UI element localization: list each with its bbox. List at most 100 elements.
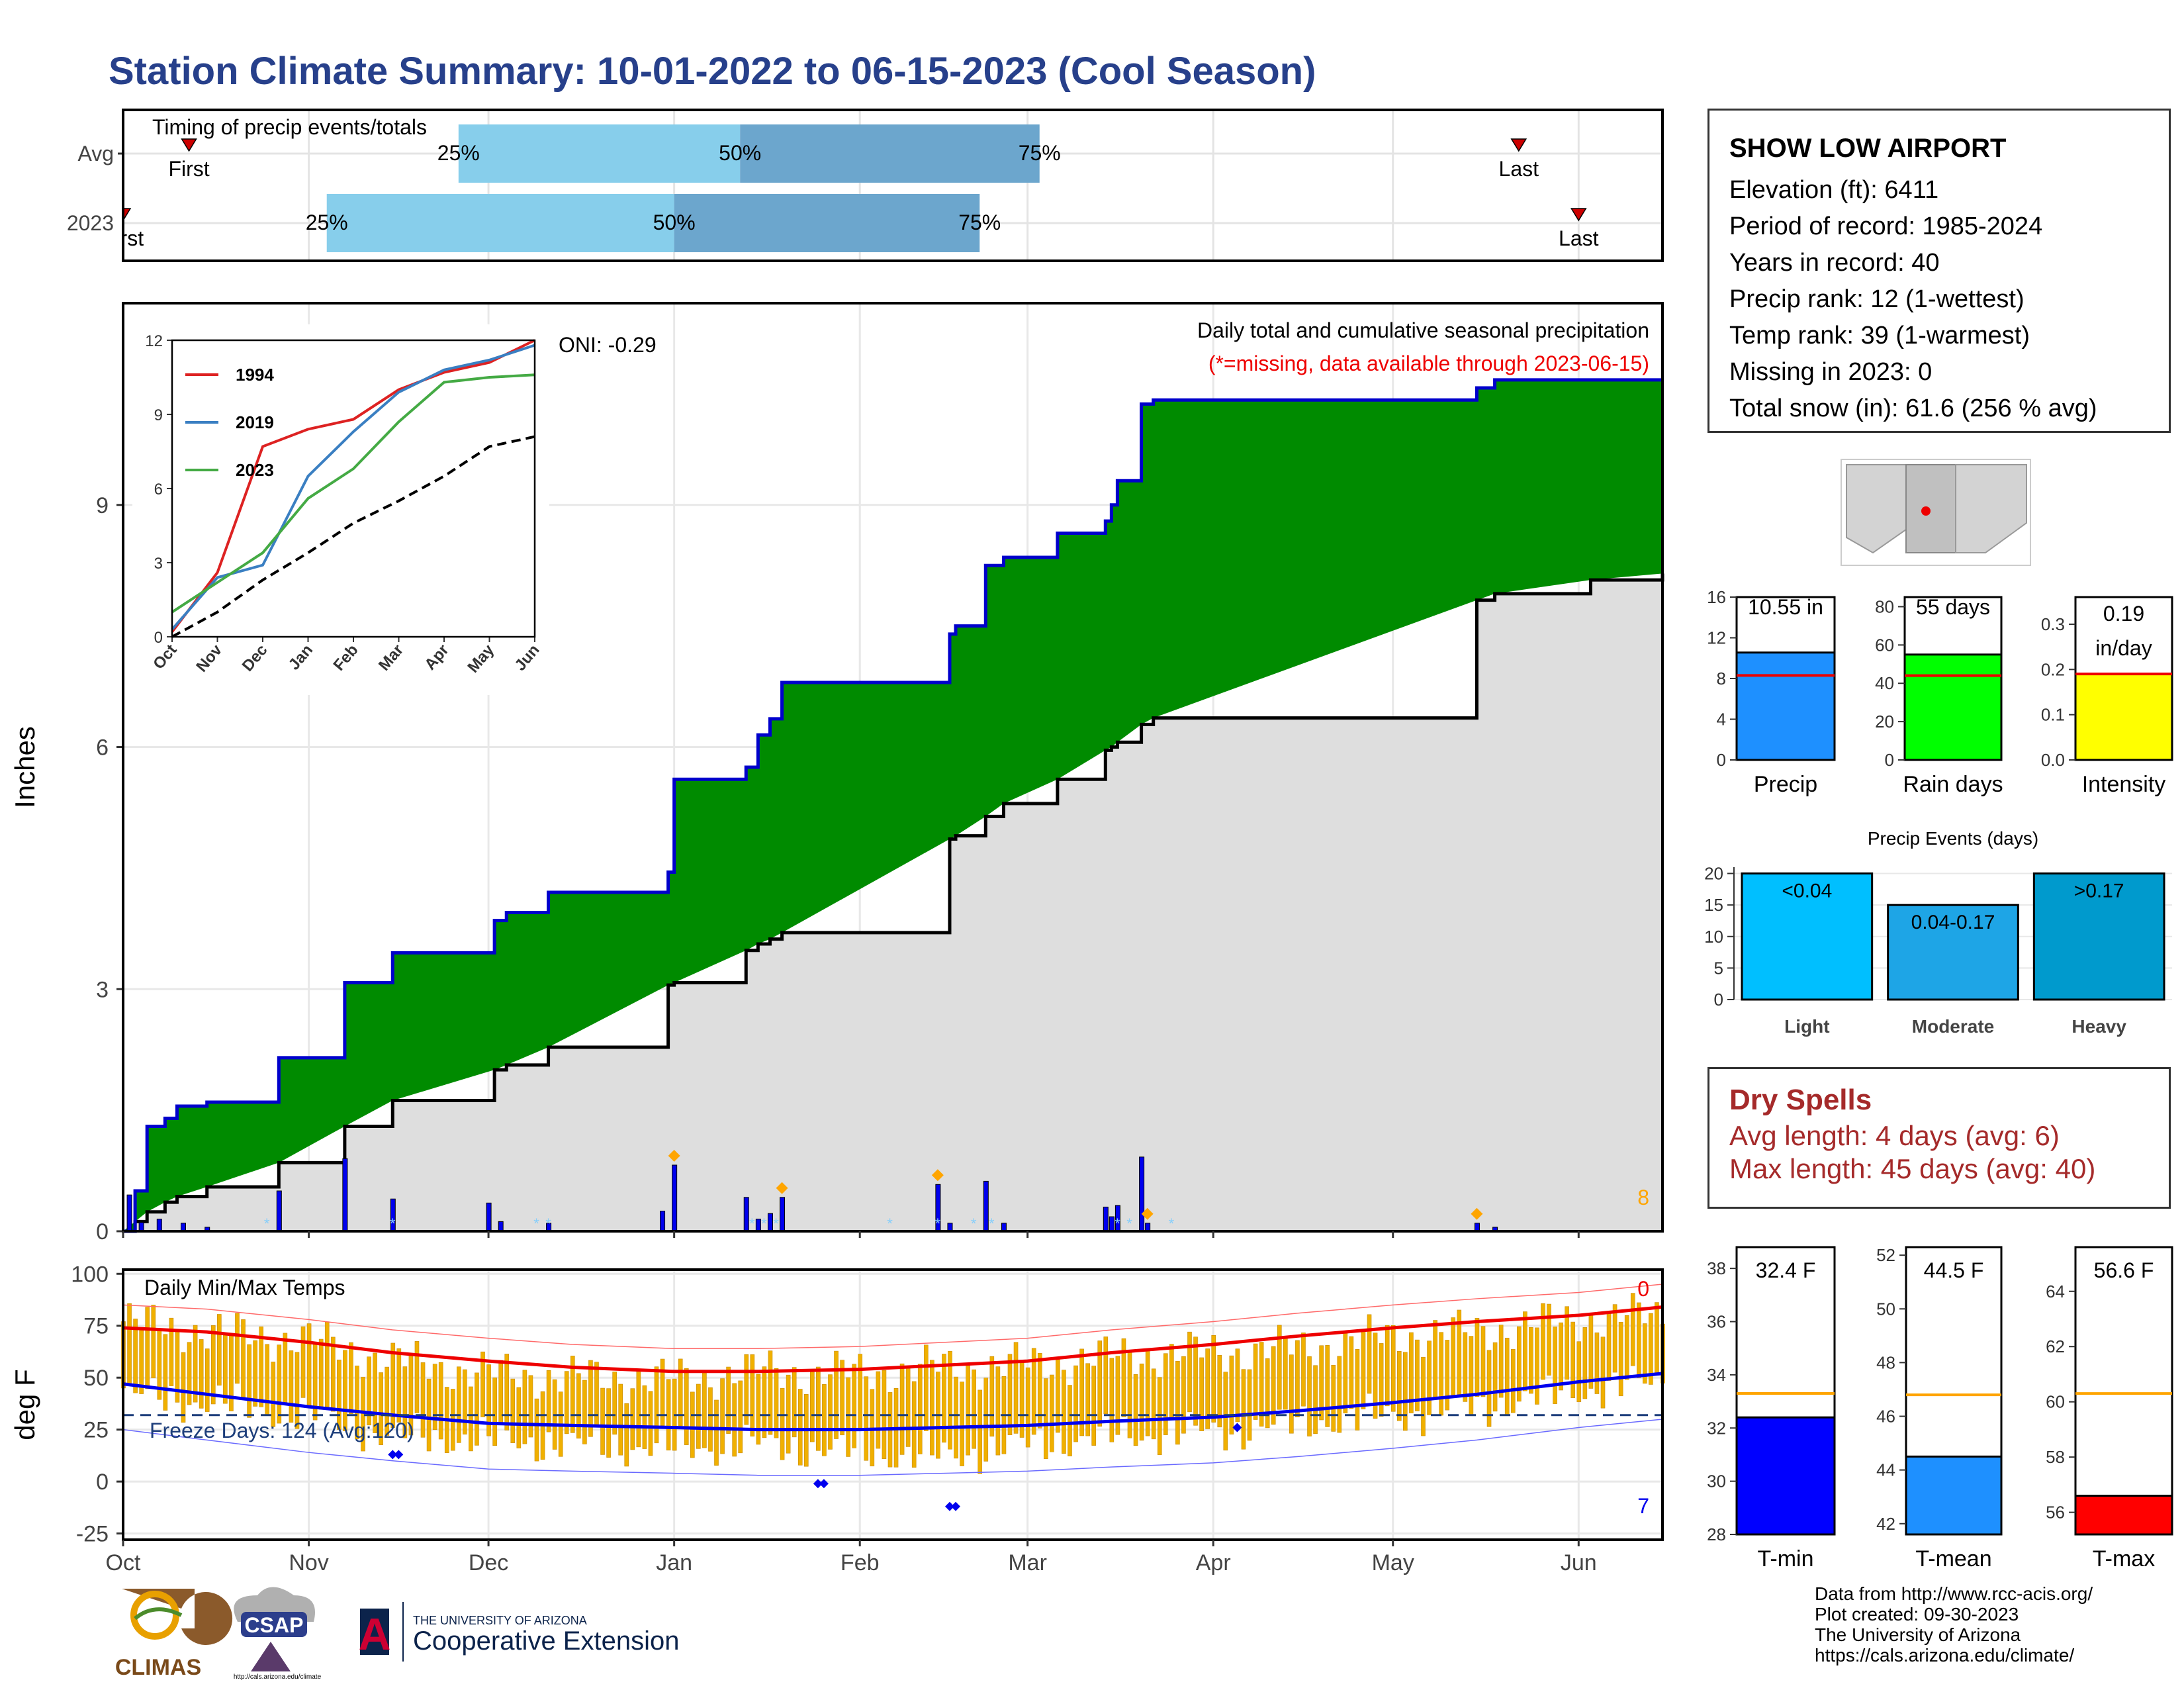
temp-max-record-line	[122, 1284, 1663, 1350]
precip-subtitle: Daily total and cumulative seasonal prec…	[1197, 318, 1649, 342]
daily-precip-bar	[342, 1158, 348, 1232]
temp-y-axis-label: deg F	[9, 1369, 40, 1440]
temp-min-avg-line	[122, 1372, 1663, 1432]
daily-temp-bar	[606, 1388, 611, 1458]
daily-temp-bar	[265, 1344, 270, 1415]
daily-temp-bar	[1319, 1345, 1324, 1421]
daily-temp-bar	[1618, 1321, 1623, 1397]
snow-marker: *	[533, 1215, 539, 1232]
daily-temp-bar	[1223, 1372, 1228, 1451]
tmax-summary-frame	[2074, 1246, 2173, 1536]
timing-last-label: Last	[1499, 157, 1539, 181]
record-low-diamond	[388, 1450, 398, 1460]
precip-events-tick-label: 0	[1714, 990, 1723, 1009]
daily-temp-bar	[277, 1344, 282, 1424]
daily-temp-bar	[330, 1336, 336, 1412]
daily-temp-bar	[714, 1399, 719, 1466]
precip-events-category: Heavy	[2071, 1016, 2126, 1037]
daily-precip-bar	[498, 1221, 504, 1232]
temp-panel: -25 0 25 50 75 100 Daily Min/Max Temps Freeze D…	[9, 1262, 1665, 1575]
daily-temp-bar	[774, 1368, 779, 1438]
daily-temp-bar	[899, 1363, 905, 1455]
daily-temp-bar	[636, 1371, 641, 1448]
daily-temp-bar	[1013, 1342, 1019, 1434]
daily-temp-bar	[1439, 1332, 1443, 1416]
station-location-dot	[1921, 506, 1931, 516]
timing-percent-label: 75%	[958, 211, 1001, 234]
inset-background	[132, 324, 549, 695]
daily-temp-bar	[660, 1358, 665, 1426]
timing-percent-label: 50%	[719, 141, 761, 165]
footer-line: The University of Arizona	[1815, 1624, 2021, 1645]
precip-events-tick-label: 20	[1704, 864, 1723, 884]
daily-temp-bar	[379, 1372, 383, 1446]
daily-temp-bar	[1337, 1356, 1342, 1433]
tmin-summary-tick-label: 28	[1707, 1524, 1726, 1544]
daily-temp-bar	[1421, 1356, 1426, 1436]
tmin-summary-tick-label: 32	[1707, 1418, 1726, 1438]
inset-y-tick-label: 6	[154, 481, 163, 498]
snow-marker: *	[887, 1215, 893, 1232]
station-temp-rank: Temp rank: 39 (1-warmest)	[1729, 322, 2030, 350]
daily-temp-bar	[1624, 1315, 1629, 1380]
record-low-diamond	[813, 1479, 823, 1489]
daily-temp-bar	[917, 1364, 923, 1454]
daily-temp-bar	[1594, 1333, 1600, 1394]
daily-temp-bar	[1463, 1332, 1468, 1402]
tmax-summary-tick-label: 64	[2046, 1282, 2065, 1301]
daily-temp-bar	[1541, 1303, 1545, 1380]
daily-temp-bar	[229, 1334, 234, 1411]
timing-row-label: 2023	[67, 211, 114, 235]
climas-logo: CLIMAS	[115, 1589, 233, 1680]
tmin-summary-value: 32.4 F	[1756, 1258, 1816, 1282]
logos: CLIMAS CSAP http://cals.arizona.edu/clim…	[115, 1587, 679, 1681]
dry-spells-max: Max length: 45 days (avg: 40)	[1729, 1153, 2096, 1184]
daily-temp-bar	[696, 1383, 701, 1449]
daily-temp-bar	[834, 1350, 839, 1439]
raindays-summary-tick-label: 40	[1875, 673, 1894, 693]
daily-temp-bar	[1247, 1369, 1252, 1441]
precip-event-diamond	[931, 1169, 944, 1182]
daily-temp-bar	[858, 1354, 863, 1431]
timing-first-marker	[181, 138, 197, 152]
temp-max-avg-line	[122, 1305, 1663, 1374]
daily-temp-bar	[1486, 1350, 1492, 1427]
record-low-diamond	[951, 1501, 961, 1511]
daily-temp-bar	[756, 1374, 761, 1445]
daily-temp-bar	[420, 1362, 426, 1438]
daily-temp-bar	[1115, 1356, 1120, 1435]
month-axis-label: Jun	[1561, 1550, 1597, 1575]
daily-temp-bar	[1516, 1326, 1522, 1402]
daily-temp-bar	[300, 1326, 306, 1398]
daily-precip-bar	[1109, 1216, 1115, 1232]
daily-temp-bar	[390, 1342, 396, 1428]
precip-events-bin-label: 0.04-0.17	[1911, 912, 1995, 933]
daily-temp-bar	[1043, 1378, 1048, 1460]
daily-temp-bar	[414, 1341, 420, 1413]
daily-temp-bar	[1492, 1342, 1498, 1412]
daily-temp-bar	[151, 1305, 156, 1379]
daily-precip-bar	[276, 1190, 282, 1232]
daily-temp-bar	[1325, 1345, 1330, 1427]
raindays-summary-tick-label: 80	[1875, 596, 1894, 616]
dry-spells-avg: Avg length: 4 days (avg: 6)	[1729, 1120, 2060, 1151]
intensity-summary-tick-label: 0.2	[2041, 659, 2065, 679]
tmin-summary-label: T-min	[1758, 1546, 1814, 1571]
daily-temp-bar	[1409, 1332, 1414, 1413]
daily-temp-bar	[576, 1373, 581, 1439]
raindays-summary-bar	[1903, 653, 2003, 761]
snow-marker: *	[749, 1215, 755, 1232]
daily-temp-bar	[1445, 1340, 1449, 1411]
daily-temp-bar	[762, 1366, 767, 1438]
daily-temp-bar	[684, 1368, 689, 1445]
dry-spells-box: Dry Spells Avg length: 4 days (avg: 6) M…	[1707, 1067, 2171, 1209]
daily-temp-bar	[475, 1372, 479, 1446]
daily-temp-bar	[1427, 1340, 1432, 1415]
daily-temp-bar	[349, 1342, 353, 1414]
daily-temp-bar	[426, 1378, 432, 1452]
daily-temp-bar	[295, 1352, 300, 1429]
daily-temp-bar	[1355, 1349, 1360, 1430]
precip-events-panel: Precip Events (days) 0 5 10 15 20 <0.04 Light 0.…	[1704, 828, 2172, 1037]
tmean-summary-tick-label: 50	[1876, 1299, 1895, 1319]
daily-temp-bar	[744, 1354, 749, 1425]
